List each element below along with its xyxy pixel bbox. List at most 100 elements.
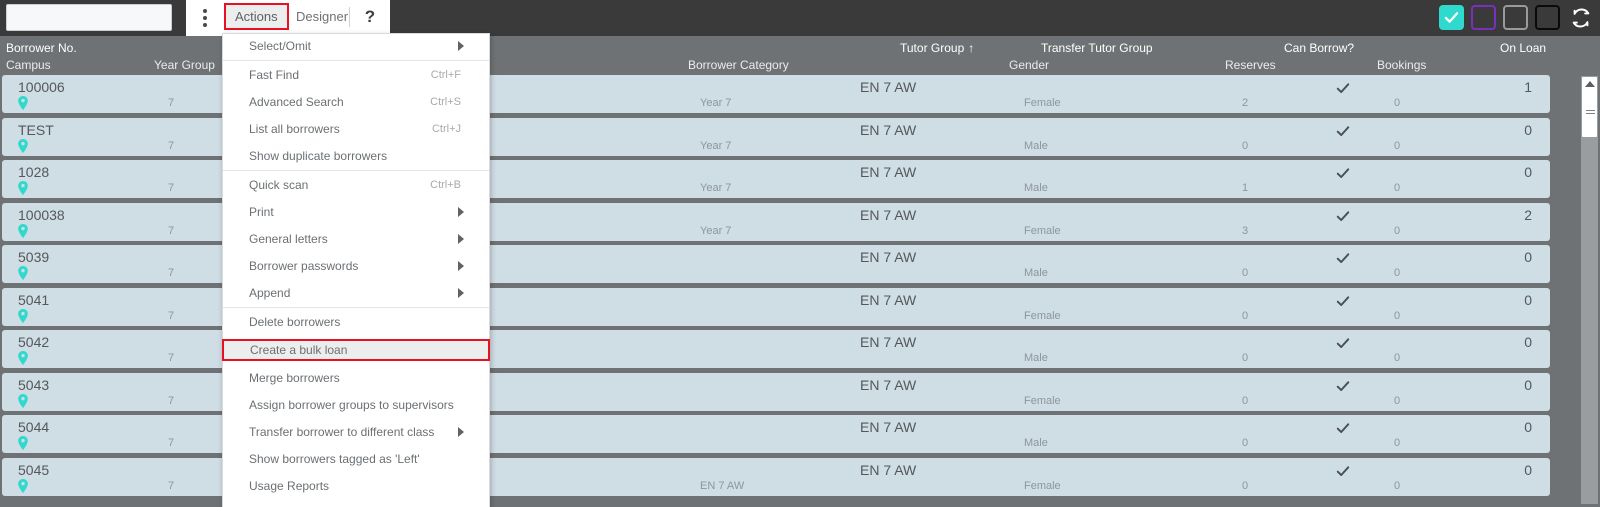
- can-borrow-check-icon: [1336, 421, 1350, 435]
- cell-borrower-category: Year 7: [700, 182, 732, 194]
- column-header-can-borrow[interactable]: Can Borrow?: [1284, 41, 1355, 55]
- status-purple[interactable]: [1471, 5, 1496, 30]
- scrollbar-thumb[interactable]: [1582, 77, 1597, 137]
- check-icon: [1444, 12, 1459, 23]
- location-pin-icon: [18, 351, 28, 365]
- menu-item-show-duplicate-borrowers[interactable]: Show duplicate borrowers: [223, 146, 489, 166]
- column-header-year-group[interactable]: Year Group: [154, 58, 215, 72]
- menu-item-append[interactable]: Append: [223, 283, 489, 303]
- cell-bookings: 0: [1394, 139, 1401, 152]
- column-header-transfer-tutor-group[interactable]: Transfer Tutor Group: [1041, 41, 1153, 55]
- cell-year-group: 7: [168, 224, 175, 237]
- scroll-up-arrow-icon[interactable]: [1585, 81, 1595, 87]
- cell-on-loan: 0: [1524, 376, 1532, 393]
- tab-actions[interactable]: Actions: [224, 3, 289, 30]
- can-borrow-check-icon: [1336, 464, 1350, 478]
- check-icon: [1336, 338, 1350, 348]
- menu-item-select-omit[interactable]: Select/Omit: [223, 36, 489, 56]
- column-header-on-loan[interactable]: On Loan: [1500, 41, 1547, 55]
- cell-year-group: 7: [168, 309, 175, 322]
- location-pin-icon: [18, 351, 28, 365]
- menu-item-show-borrowers-tagged-as-left[interactable]: Show borrowers tagged as 'Left': [223, 449, 489, 469]
- cell-reserves: 0: [1242, 437, 1249, 449]
- location-pin-icon: [18, 393, 28, 408]
- menu-item-label: Usage Reports: [249, 479, 330, 493]
- cell-year-group: 7: [168, 182, 175, 194]
- cell-tutor-group: EN 7 AW: [860, 419, 917, 435]
- column-header-tutor-group[interactable]: Tutor Group ↑: [900, 41, 975, 55]
- menu-item-create-a-bulk-loan[interactable]: Create a bulk loan: [222, 339, 490, 361]
- menu-item-print[interactable]: Print: [223, 202, 489, 222]
- column-header-borrower-no[interactable]: Borrower No.: [6, 41, 77, 55]
- cell-gender: Male: [1024, 139, 1048, 152]
- location-pin-icon: [18, 436, 28, 450]
- vertical-scrollbar[interactable]: [1581, 76, 1598, 504]
- tab-designer[interactable]: Designer: [296, 9, 349, 24]
- menu-item-borrower-passwords[interactable]: Borrower passwords: [223, 256, 489, 276]
- column-header-borrower-category[interactable]: Borrower Category: [688, 58, 789, 72]
- column-header-gender[interactable]: Gender: [1009, 58, 1050, 72]
- cell-borrower-no: 5042: [18, 334, 50, 350]
- menu-item-quick-scan[interactable]: Quick scan Ctrl+B: [223, 175, 489, 195]
- status-teal-selected[interactable]: [1439, 5, 1464, 30]
- cell-reserves: 0: [1242, 394, 1249, 407]
- can-borrow-check-icon: [1336, 124, 1350, 138]
- cell-borrower-no: 5043: [18, 376, 50, 393]
- status-black[interactable]: [1535, 5, 1560, 30]
- menu-item-advanced-search[interactable]: Advanced Search Ctrl+S: [223, 92, 489, 112]
- submenu-arrow-icon: [458, 288, 464, 298]
- can-borrow-check-icon: [1336, 166, 1350, 180]
- cell-reserves: 0: [1242, 267, 1249, 279]
- kebab-menu-icon[interactable]: [190, 0, 220, 36]
- cell-borrower-category: Year 7: [700, 97, 732, 109]
- cell-reserves: 2: [1242, 97, 1249, 109]
- menu-item-delete-borrowers[interactable]: Delete borrowers: [223, 312, 489, 332]
- cell-borrower-category: Year 7: [700, 224, 732, 237]
- submenu-arrow-icon: [458, 41, 464, 51]
- cell-year-group: 7: [168, 479, 175, 492]
- check-icon: [1336, 380, 1350, 391]
- cell-borrower-no: 5045: [18, 461, 50, 478]
- check-icon: [1336, 423, 1350, 433]
- location-pin-icon: [18, 181, 28, 195]
- search-input[interactable]: [6, 4, 172, 31]
- cell-bookings: 0: [1394, 479, 1401, 492]
- menu-item-import-curriculum[interactable]: Import Curriculum: [223, 503, 489, 507]
- location-pin-icon: [18, 138, 28, 153]
- cell-on-loan: 0: [1524, 461, 1532, 478]
- cell-on-loan: 1: [1524, 79, 1532, 95]
- column-header-campus[interactable]: Campus: [6, 58, 51, 72]
- cell-tutor-group: EN 7 AW: [860, 121, 917, 138]
- column-header-reserves[interactable]: Reserves: [1225, 58, 1276, 72]
- menu-item-usage-reports[interactable]: Usage Reports: [223, 476, 489, 496]
- cell-gender: Male: [1024, 352, 1048, 364]
- column-header-bookings[interactable]: Bookings: [1377, 58, 1427, 72]
- check-icon: [1336, 465, 1350, 476]
- location-pin-icon: [18, 478, 28, 493]
- menu-item-label: Borrower passwords: [249, 259, 359, 273]
- status-grey[interactable]: [1503, 5, 1528, 30]
- cell-reserves: 1: [1242, 182, 1249, 194]
- location-pin-icon: [18, 96, 28, 110]
- menu-item-general-letters[interactable]: General letters: [223, 229, 489, 249]
- menu-item-label: Append: [249, 286, 291, 300]
- cell-bookings: 0: [1394, 224, 1401, 237]
- menu-item-merge-borrowers[interactable]: Merge borrowers: [223, 368, 489, 388]
- refresh-icon[interactable]: [1570, 7, 1592, 29]
- actions-dropdown-menu[interactable]: Select/Omit Fast Find Ctrl+F Advanced Searc…: [222, 33, 490, 507]
- menu-item-label: Print: [249, 205, 274, 219]
- cell-borrower-no: 1028: [18, 164, 50, 180]
- menu-item-list-all-borrowers[interactable]: List all borrowers Ctrl+J: [223, 119, 489, 139]
- help-icon[interactable]: ?: [364, 7, 376, 26]
- menu-item-assign-borrower-groups-to-supervisors[interactable]: Assign borrower groups to supervisors: [223, 395, 489, 415]
- cell-tutor-group: EN 7 AW: [860, 291, 917, 308]
- scrollbar-track[interactable]: [1581, 76, 1598, 504]
- cell-tutor-group: EN 7 AW: [860, 334, 917, 350]
- cell-gender: Female: [1024, 394, 1061, 407]
- menu-item-transfer-borrower-to-different-class[interactable]: Transfer borrower to different class: [223, 422, 489, 442]
- cell-gender: Female: [1024, 479, 1061, 492]
- menu-item-label: Merge borrowers: [249, 371, 340, 385]
- location-pin-icon: [18, 436, 28, 450]
- menu-item-fast-find[interactable]: Fast Find Ctrl+F: [223, 65, 489, 85]
- cell-on-loan: 0: [1524, 291, 1532, 308]
